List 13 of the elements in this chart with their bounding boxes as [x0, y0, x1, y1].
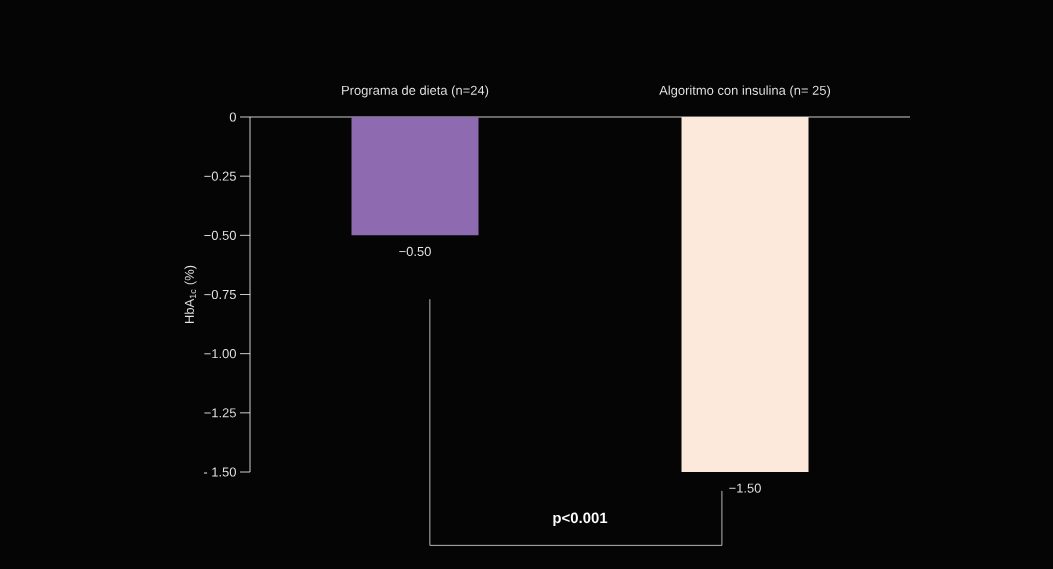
y-tick-label: −1.25	[204, 408, 236, 418]
y-tick-label: 0	[229, 112, 236, 122]
data-label: −1.50	[729, 483, 761, 493]
x-tick-label: Algoritmo con insulina (n= 25)	[659, 85, 831, 98]
y-tick-label: −0.50	[204, 230, 236, 240]
data-label: −0.50	[399, 246, 431, 257]
y-tick-label: −0.25	[204, 171, 236, 181]
y-tick-label: −1.00	[204, 349, 236, 359]
x-tick-label: Programa de dieta (n=24)	[342, 85, 489, 98]
y-axis-title: HbA$_{1c}$ (%)	[184, 265, 197, 323]
y-tick-label: −0.75	[204, 289, 236, 300]
y-tick-label: - 1.50	[203, 467, 236, 477]
text: p<0.001	[553, 512, 608, 527]
